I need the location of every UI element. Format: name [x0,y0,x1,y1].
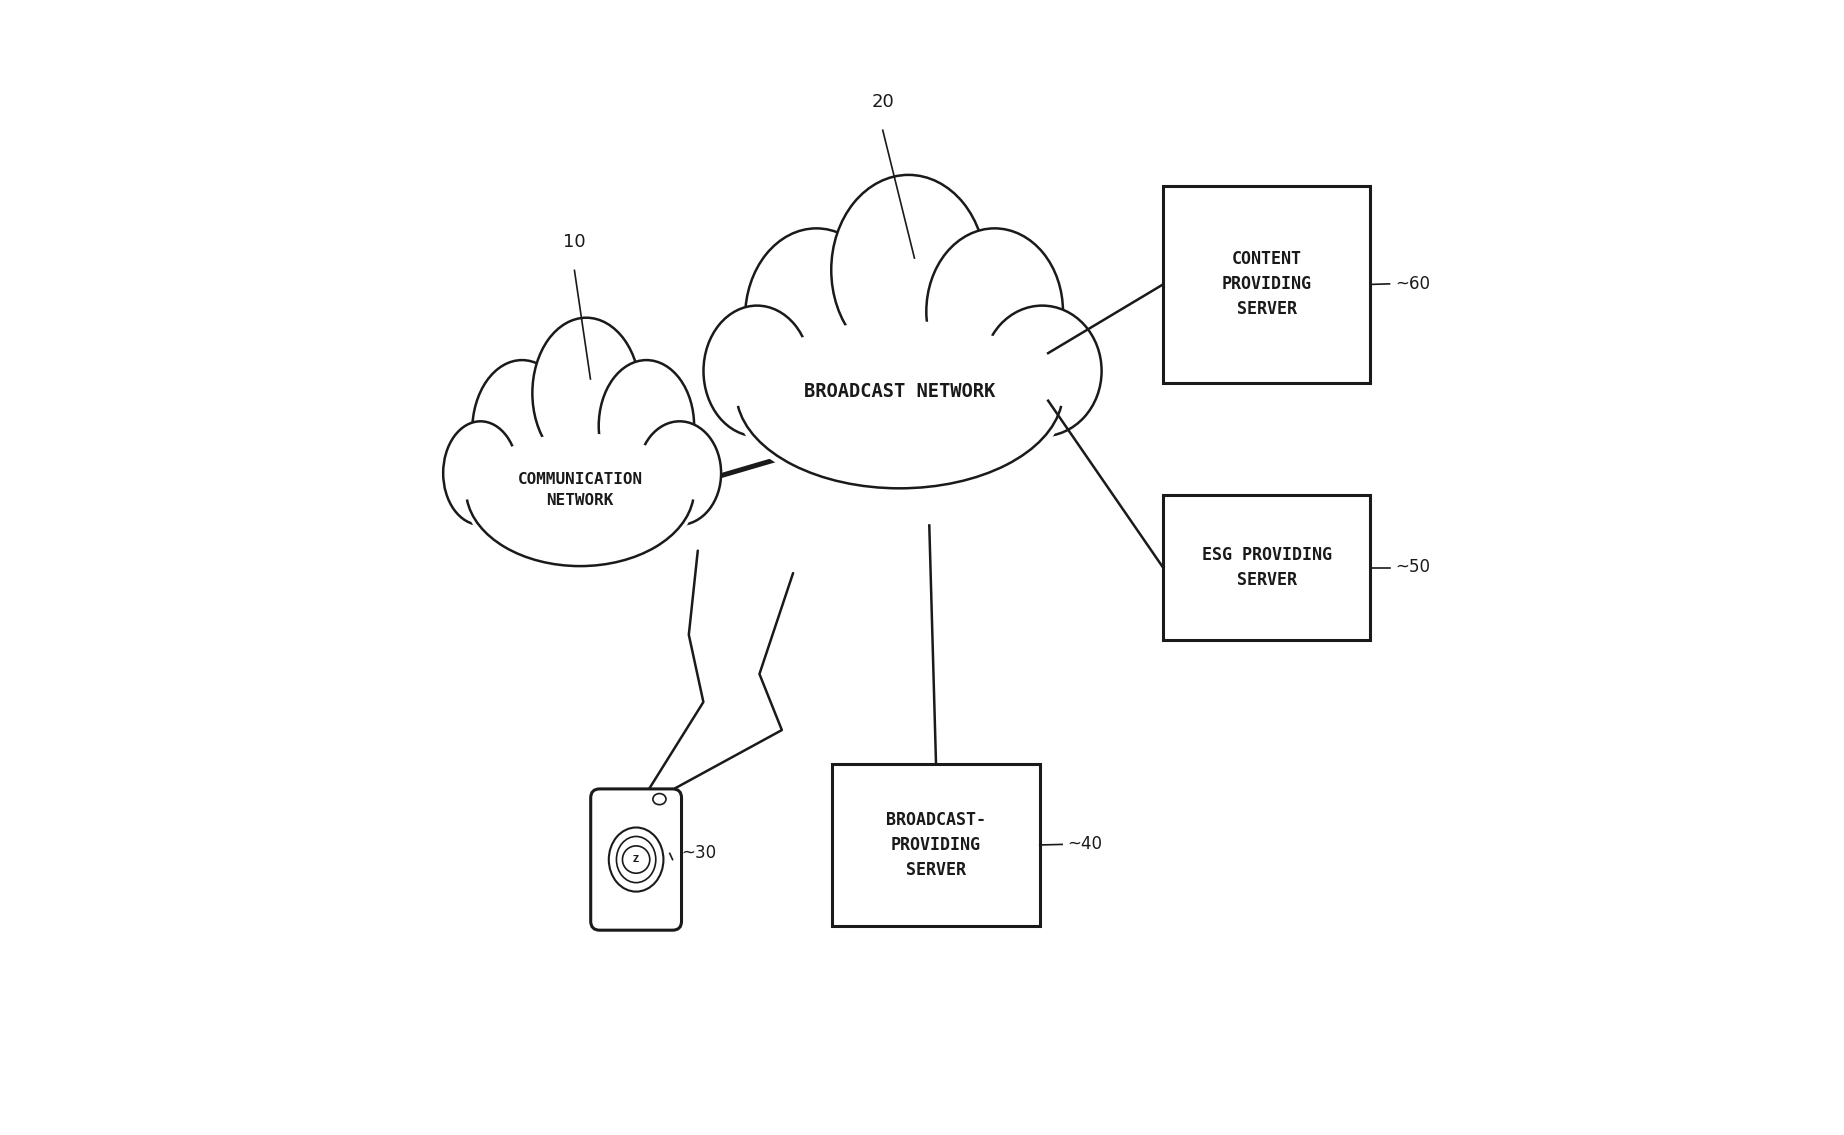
Ellipse shape [926,228,1062,395]
Ellipse shape [533,318,640,469]
Ellipse shape [467,413,693,566]
Ellipse shape [472,360,572,502]
FancyBboxPatch shape [1164,186,1370,382]
Text: COMMUNICATION
NETWORK: COMMUNICATION NETWORK [518,471,642,507]
Ellipse shape [704,305,811,436]
Ellipse shape [736,295,1062,488]
Text: ~30: ~30 [680,844,715,863]
Text: ESG PROVIDING
SERVER: ESG PROVIDING SERVER [1202,546,1331,589]
Text: 20: 20 [872,93,894,111]
Ellipse shape [616,836,656,883]
Ellipse shape [638,421,721,524]
Ellipse shape [745,228,887,406]
Text: BROADCAST NETWORK: BROADCAST NETWORK [804,382,996,402]
Ellipse shape [599,360,693,491]
Text: ~50: ~50 [1396,558,1431,577]
Ellipse shape [736,320,1062,493]
Text: Z: Z [632,855,640,864]
Ellipse shape [983,305,1101,436]
Text: BROADCAST-
PROVIDING
SERVER: BROADCAST- PROVIDING SERVER [885,812,987,878]
Ellipse shape [443,421,518,524]
Text: ~60: ~60 [1396,275,1431,293]
Ellipse shape [653,793,666,805]
Text: 10: 10 [562,234,586,251]
Ellipse shape [832,175,987,365]
FancyBboxPatch shape [590,789,682,931]
Text: CONTENT
PROVIDING
SERVER: CONTENT PROVIDING SERVER [1223,251,1311,319]
FancyBboxPatch shape [832,764,1040,926]
Text: ~40: ~40 [1068,835,1103,854]
Ellipse shape [609,827,664,892]
FancyBboxPatch shape [1164,495,1370,640]
Circle shape [623,846,649,873]
Ellipse shape [467,434,693,570]
